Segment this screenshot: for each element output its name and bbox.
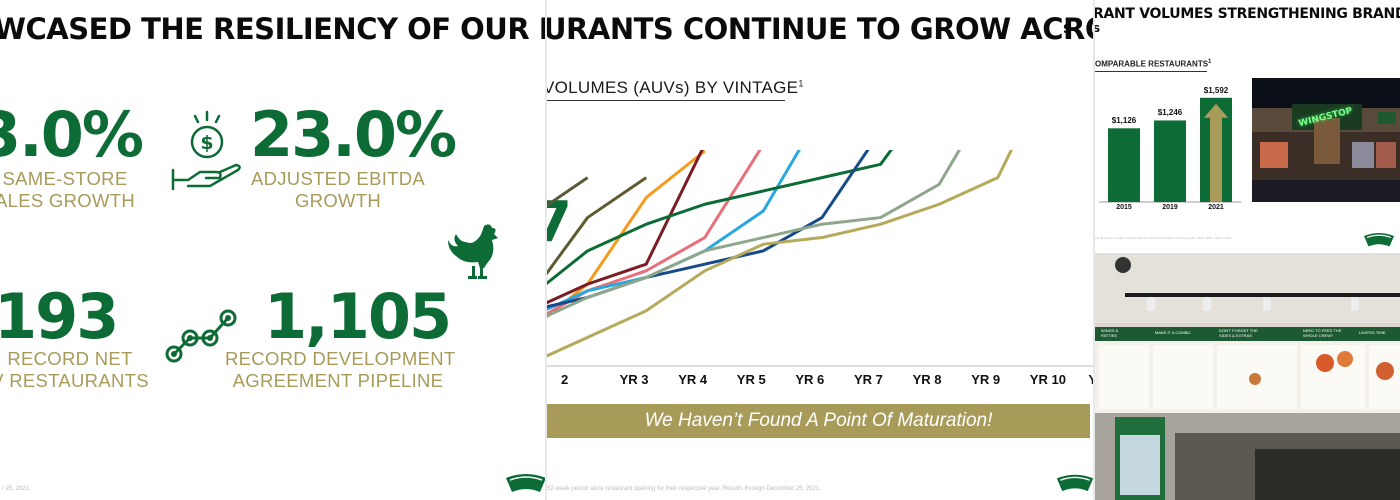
menu-header: NEED TO FEED THE WHOLE CREW? (1303, 328, 1342, 338)
bar-chart-subtitle: OMPARABLE RESTAURANTS1 (1095, 59, 1211, 69)
stat-label-pipeline: RECORD DEVELOPMENT AGREEMENT PIPELINE (225, 348, 456, 391)
stat-value-net-restaurants: 193 (0, 280, 119, 353)
slide-divider (545, 0, 547, 500)
footnote: r 25, 2021. (2, 486, 31, 492)
series-line-vintage-g (547, 150, 893, 286)
storefront-illustration (1252, 78, 1400, 202)
headline-line2: S (1095, 24, 1101, 35)
stat-label-ebitda: ADJUSTED EBITDA GROWTH (250, 168, 426, 211)
bar-category-label: 2015 (1116, 204, 1132, 211)
menu-board-illustration (1095, 253, 1400, 500)
stat-label-net-restaurants: RECORD NET V RESTAURANTS (0, 348, 149, 391)
x-tick-label: YR 7 (854, 372, 883, 387)
slide-headline: URANTS CONTINUE TO GROW ACROSS ALL V (547, 12, 1093, 46)
stat-value-same-store: 3.0% (0, 98, 144, 171)
menu-header: MAKE IT A COMBO (1155, 330, 1191, 335)
pipeline-nodes-icon (165, 309, 237, 363)
growth-arrow (1204, 103, 1228, 202)
x-tick-label: YR 5 (736, 372, 766, 387)
x-tick-label: YR 3 (619, 372, 649, 387)
auv-bar-chart (1099, 97, 1241, 203)
bar-chart-subtitle-text: OMPARABLE RESTAURANTS (1095, 59, 1209, 69)
series-line-vintage-a (547, 176, 589, 208)
footnote: 52-week period since restaurant opening … (547, 486, 821, 492)
x-tick-label: YR 8 (912, 372, 942, 387)
stat-value-pipeline: 1,105 (264, 280, 452, 353)
slide-resiliency: WCASED THE RESILIENCY OF OUR MODEL 3.0% … (0, 0, 545, 500)
x-tick-label: YR 9 (971, 372, 1001, 387)
menu-header: DON'T FORGET THE SIDES & EXTRAS (1219, 328, 1258, 338)
chart-subtitle-text: VOLUMES (AUVs) BY VINTAGE (547, 78, 799, 97)
bar-2019 (1154, 120, 1186, 202)
series-line-vintage-b (547, 176, 648, 276)
series-line-vintage-i (547, 150, 962, 318)
series-line-vintage-j (547, 150, 1013, 358)
x-tick-label: 2 (561, 372, 569, 387)
subtitle-superscript: 1 (798, 78, 804, 89)
slide-auv-vintage: URANTS CONTINUE TO GROW ACROSS ALL V S 7… (547, 0, 1093, 500)
subtitle-superscript: 1 (1208, 59, 1212, 65)
wingstop-logo (1056, 474, 1093, 492)
x-tick-label: YR 6 (795, 372, 825, 387)
series-line-vintage-d (547, 150, 704, 305)
bar-category-label: 2021 (1208, 204, 1224, 211)
slide-headline: WCASED THE RESILIENCY OF OUR MODEL (0, 12, 545, 46)
bar-category-label: 2019 (1162, 204, 1178, 211)
bar-value-label: $1,126 (1111, 116, 1137, 126)
menu-headers: WINGS & PATTIES MAKE IT A COMBO DON'T FO… (1097, 327, 1397, 341)
x-tick-label: YR 4 (678, 372, 708, 387)
wingstop-logo (506, 474, 545, 492)
storefront-photo: WINGSTOP (1252, 78, 1400, 202)
slide-brand-partners: RANT VOLUMES STRENGTHENING BRAND PARTNER… (1095, 0, 1400, 500)
bar-2015 (1108, 128, 1140, 202)
menu-header: WINGS & PATTIES (1101, 328, 1119, 338)
x-tick-label: YR 11 (1088, 372, 1093, 387)
subtitle-underline (1095, 71, 1207, 72)
slide-divider (1093, 0, 1095, 500)
stat-value-ebitda: 23.0% (250, 98, 457, 171)
headline-overflow: S (1063, 22, 1072, 36)
chicken-icon (448, 224, 498, 279)
maturation-banner: We Haven’t Found A Point Of Maturation! (547, 404, 1090, 438)
auv-line-chart (547, 150, 1093, 367)
stat-label-same-store: SAME-STORE ALES GROWTH (0, 168, 135, 211)
menu-board-photo: WINGS & PATTIES MAKE IT A COMBO DON'T FO… (1095, 253, 1400, 500)
footnote: ing 52 weeks of sales. Includes 522 dome… (1095, 236, 1232, 240)
bar-value-label: $1,592 (1203, 85, 1229, 95)
chart-subtitle: VOLUMES (AUVs) BY VINTAGE1 (547, 78, 804, 98)
wingstop-logo (1364, 233, 1394, 247)
slide-headline: RANT VOLUMES STRENGTHENING BRAND PARTNER… (1095, 6, 1400, 22)
x-tick-label: YR 10 (1029, 372, 1066, 387)
money-hand-icon: $ (171, 110, 241, 190)
menu-header: LIMITED TIME (1359, 330, 1386, 335)
bar-value-label: $1,246 (1157, 108, 1183, 118)
subtitle-underline (547, 100, 785, 101)
svg-text:$: $ (200, 132, 213, 154)
